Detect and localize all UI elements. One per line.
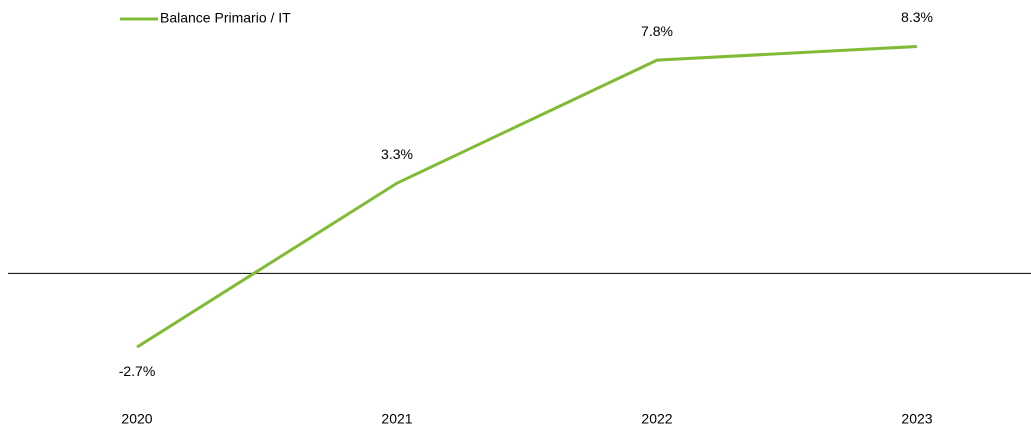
data-label: 3.3%	[381, 146, 413, 162]
legend-label: Balance Primario / IT	[160, 10, 291, 26]
x-tick-label: 2021	[381, 411, 412, 425]
x-tick-label: 2023	[901, 411, 932, 425]
x-tick-label: 2020	[121, 411, 152, 425]
data-label: 8.3%	[901, 9, 933, 25]
data-label: -2.7%	[119, 363, 156, 379]
data-line	[136, 44, 918, 349]
data-label: 7.8%	[641, 23, 673, 39]
x-tick-label: 2022	[641, 411, 672, 425]
